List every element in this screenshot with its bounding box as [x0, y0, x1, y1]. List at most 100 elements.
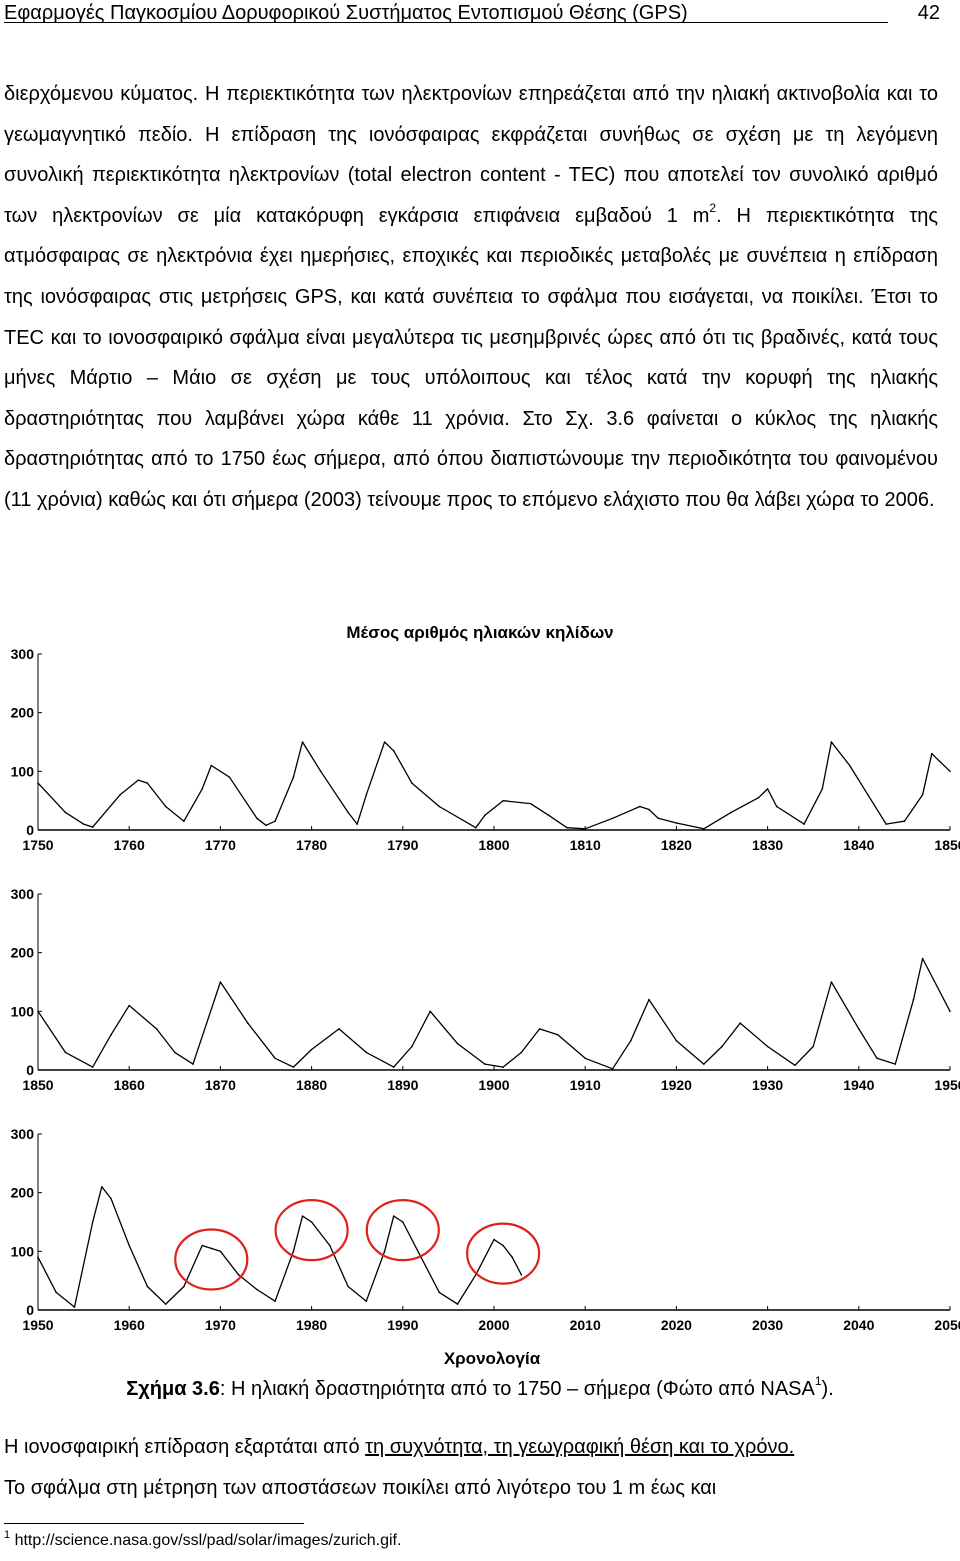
y-tick-label: 100	[11, 763, 35, 779]
y-tick-label: 300	[11, 886, 35, 902]
data-point	[101, 1186, 103, 1188]
data-point	[155, 1028, 158, 1030]
data-point	[64, 811, 67, 814]
outro-underlined: τη συχνότητα, τη γεωγραφική θέση και το …	[365, 1436, 795, 1458]
header-rule	[4, 22, 888, 23]
sunspot-series-line	[37, 741, 951, 830]
sunspot-figure: Μέσος αριθμός ηλιακών κηλίδων 0 100 200 300…	[11, 623, 960, 1368]
data-point	[265, 824, 267, 827]
chart-panel-3: 0 100 200 300 1950 1960 1970 1980 1990 2000 2010 20…	[11, 1126, 960, 1333]
data-point	[848, 764, 851, 767]
data-point	[91, 1221, 94, 1223]
x-tick-label: 1920	[661, 1077, 692, 1093]
x-tick-label: 1750	[22, 837, 53, 853]
data-point	[37, 782, 39, 784]
footnote-text: http://science.nasa.gov/ssl/pad/solar/im…	[10, 1532, 402, 1549]
highlight-circle	[174, 1228, 249, 1291]
x-tick-label: 1760	[114, 837, 145, 853]
data-point	[91, 826, 94, 828]
caption-footnote-marker: 1	[814, 1374, 822, 1389]
chart-panel-1: 0 100 200 300 1750 1760 1770 1780 1790 1800 1810 18…	[11, 646, 960, 853]
data-point	[757, 796, 760, 799]
data-point	[721, 1045, 723, 1048]
data-point	[292, 776, 295, 778]
data-point	[164, 805, 167, 808]
header-title: Εφαρμογές Παγκοσμίου Δορυφορικού Συστήμα…	[4, 2, 688, 24]
data-point	[411, 1045, 413, 1048]
data-point	[210, 1247, 213, 1250]
page-header: Εφαρμογές Παγκοσμίου Δορυφορικού Συστήμα…	[4, 0, 954, 26]
data-point	[903, 820, 906, 822]
data-point	[821, 788, 824, 790]
caption-text: : Η ηλιακή δραστηριότητα από το 1750 – σ…	[219, 1378, 815, 1400]
data-point	[174, 1051, 176, 1054]
x-tick-label: 1800	[478, 837, 509, 853]
data-point	[803, 823, 805, 825]
y-tick-label: 100	[11, 1003, 35, 1019]
x-tick-label: 1770	[205, 837, 236, 853]
data-point	[219, 1250, 222, 1253]
caption-end: ).	[821, 1378, 834, 1400]
caption-label: Σχήμα 3.6	[126, 1378, 220, 1400]
page-number: 42	[917, 2, 940, 24]
footnote-marker: 1	[4, 1528, 11, 1541]
data-point	[274, 1057, 276, 1060]
sunspot-series-line	[37, 1186, 522, 1308]
x-tick-label: 1960	[114, 1317, 145, 1333]
body-paragraph: διερχόμενου κύματος. Η περιεκτικότητα τω…	[4, 74, 938, 521]
data-point	[858, 1028, 860, 1030]
data-point	[402, 1221, 404, 1223]
y-tick-label: 300	[11, 1126, 35, 1142]
data-point	[73, 1306, 76, 1308]
data-point	[310, 1221, 313, 1223]
highlight-circle	[365, 1199, 440, 1262]
data-point	[192, 1063, 194, 1065]
data-point	[383, 741, 386, 743]
x-tick-label: 1980	[296, 1317, 327, 1333]
data-point	[274, 820, 276, 822]
data-point	[584, 1057, 586, 1060]
data-point	[456, 1042, 459, 1045]
data-point	[648, 808, 650, 811]
outro-text-2: Το σφάλμα στη μέτρηση των αποστάσεων ποι…	[4, 1476, 717, 1499]
data-point	[91, 1066, 94, 1068]
x-tick-label: 2000	[478, 1317, 509, 1333]
x-tick-label: 1970	[205, 1317, 236, 1333]
footnote: 1 http://science.nasa.gov/ssl/pad/solar/…	[4, 1528, 402, 1550]
data-point	[921, 794, 924, 796]
x-tick-label: 1810	[570, 837, 601, 853]
data-point	[867, 794, 869, 796]
data-point	[292, 1250, 295, 1253]
x-tick-label: 2010	[570, 1317, 601, 1333]
data-point	[146, 782, 149, 784]
data-point	[493, 1238, 495, 1241]
data-point	[356, 823, 359, 825]
data-point	[164, 1303, 167, 1305]
x-tick-label: 1850	[22, 1077, 53, 1093]
data-point	[438, 805, 441, 808]
x-tick-label: 1780	[296, 837, 327, 853]
intro-superscript: 2	[709, 201, 717, 216]
data-point	[912, 998, 915, 1001]
data-point	[648, 998, 650, 1001]
data-point	[584, 828, 586, 830]
data-point	[639, 805, 641, 808]
data-point	[894, 1063, 897, 1065]
data-point	[383, 1250, 386, 1253]
data-point	[511, 1256, 513, 1258]
data-point	[830, 741, 833, 743]
data-point	[429, 1010, 432, 1013]
data-point	[502, 1244, 504, 1247]
data-point	[502, 799, 504, 802]
x-tick-label: 1890	[387, 1077, 418, 1093]
data-point	[766, 1045, 769, 1048]
x-tick-label: 1860	[114, 1077, 145, 1093]
data-point	[329, 1244, 331, 1247]
intro-text-2: . Η περιεκτικότητα της ατμόσφαιρας σε ηλ…	[4, 204, 938, 511]
data-point	[137, 779, 140, 781]
x-tick-label: 1870	[205, 1077, 236, 1093]
x-tick-label: 1900	[478, 1077, 509, 1093]
data-point	[766, 788, 769, 790]
data-point	[37, 1256, 39, 1258]
data-point	[392, 1215, 395, 1217]
